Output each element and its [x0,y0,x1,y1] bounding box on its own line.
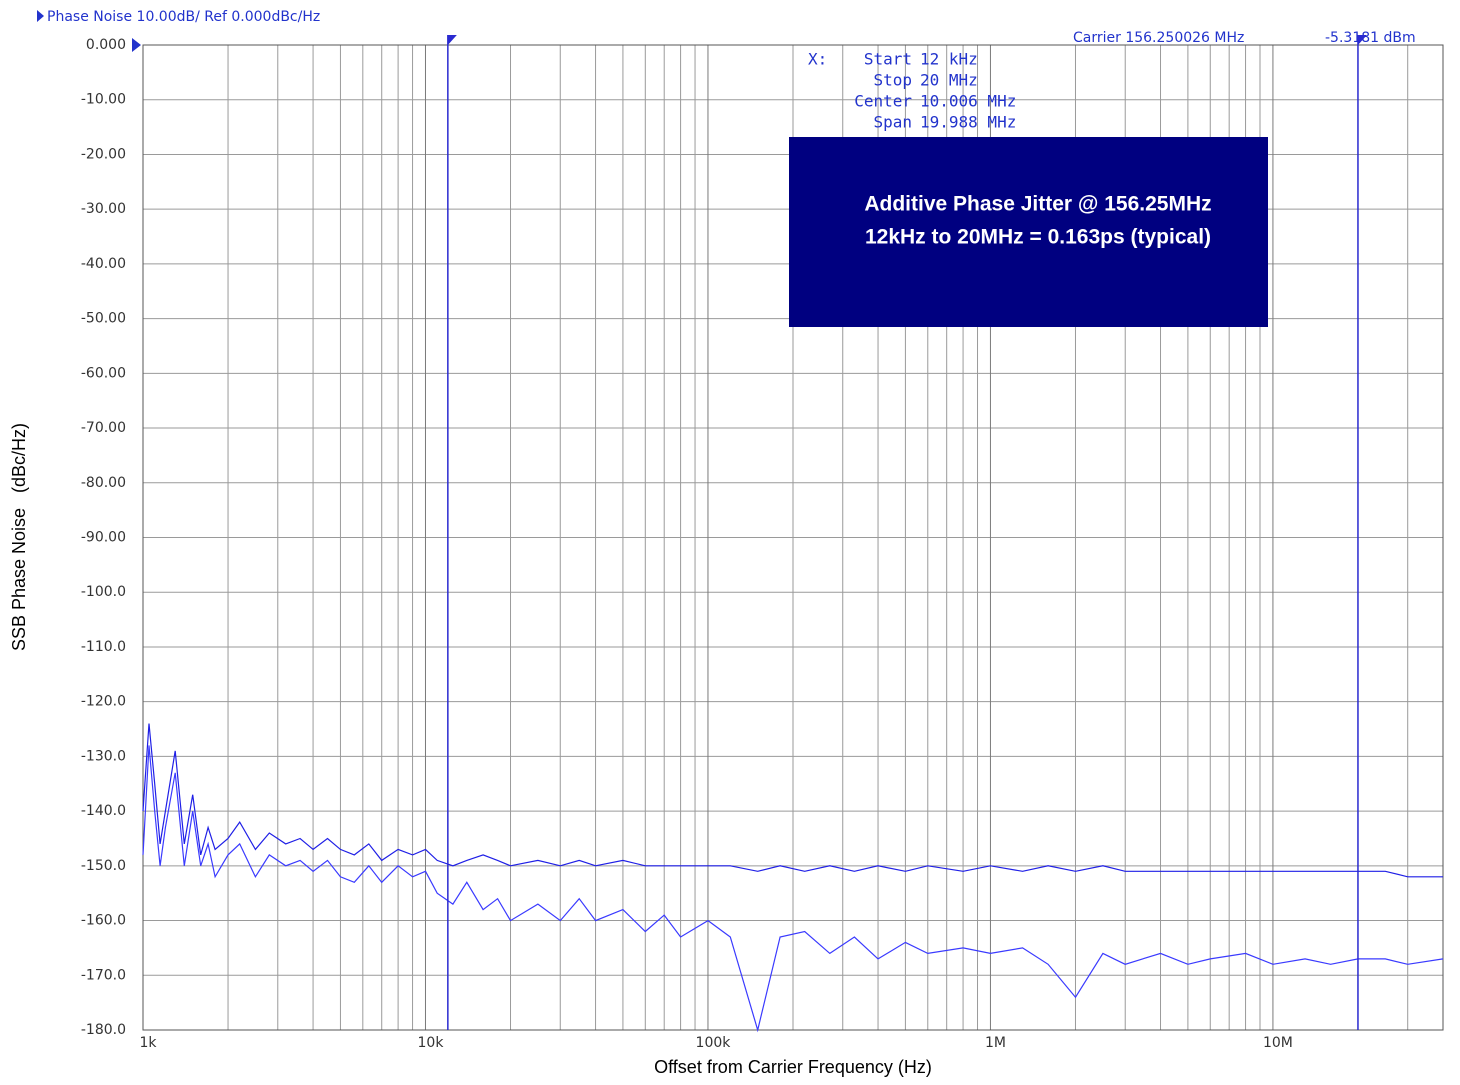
ref-marker [132,38,141,52]
y-tick-label: -120.0 [81,694,126,710]
annotation-text: Additive Phase Jitter @ 156.25MHz [864,193,1211,216]
x-axis-label: Offset from Carrier Frequency (Hz) [654,1057,932,1077]
y-tick-label: -30.00 [81,201,126,217]
y-tick-label: -180.0 [81,1022,126,1038]
y-tick-label: -110.0 [81,639,126,655]
y-tick-label: -10.00 [81,92,126,108]
chart-title: Phase Noise 10.00dB/ Ref 0.000dBc/Hz [47,9,320,25]
plot-border [142,44,1444,1031]
y-tick-label: -60.00 [81,365,126,381]
overlay: 0.000 -10.00 -20.00 -30.00 -40.00 -50.00 -60.0… [81,35,1367,1051]
readout-value: 12 kHz [920,50,978,69]
annotation-box [789,137,1268,327]
marker-flag [1357,35,1367,45]
readout-label: Center [854,92,912,111]
x-tick-label: 10M [1263,1035,1293,1051]
trace-line [142,723,1443,878]
y-tick-label: -20.00 [81,146,126,162]
marker-flag [447,35,457,45]
y-tick-label: -140.0 [81,803,126,819]
trace-line [142,745,1444,1033]
y-tick-label: -150.0 [81,858,126,874]
annotation-text: 12kHz to 20MHz = 0.163ps (typical) [865,226,1211,249]
header-marker [37,10,44,22]
y-tick-label: -90.00 [81,530,126,546]
readout-label: Span [873,113,912,132]
readout-label: Stop [873,71,912,90]
y-tick-label: -50.00 [81,311,126,327]
x-tick-label: 100k [696,1035,732,1051]
y-tick-label: -80.00 [81,475,126,491]
y-axis-label: SSB Phase Noise (dBc/Hz) [9,423,29,651]
readout-label: Start [864,50,912,69]
y-tick-label: -160.0 [81,913,126,929]
traces [142,723,1444,1033]
x-tick-label: 1M [985,1035,1006,1051]
carrier-label: Carrier 156.250026 MHz [1073,30,1244,46]
readout-value: 20 MHz [920,71,978,90]
x-tick-label: 1k [139,1035,157,1051]
y-tick-label: -170.0 [81,967,126,983]
y-tick-label: -40.00 [81,256,126,272]
y-tick-label: -70.00 [81,420,126,436]
readout-value: 10.006 MHz [920,92,1016,111]
carrier-level: -5.3181 dBm [1325,30,1416,46]
x-tick-label: 10k [418,1035,445,1051]
y-tick-label: 0.000 [86,37,126,53]
y-tick-label: -100.0 [81,584,126,600]
readout-value: 19.988 MHz [920,113,1016,132]
readout-axis: X: [808,50,827,69]
y-tick-label: -130.0 [81,748,126,764]
